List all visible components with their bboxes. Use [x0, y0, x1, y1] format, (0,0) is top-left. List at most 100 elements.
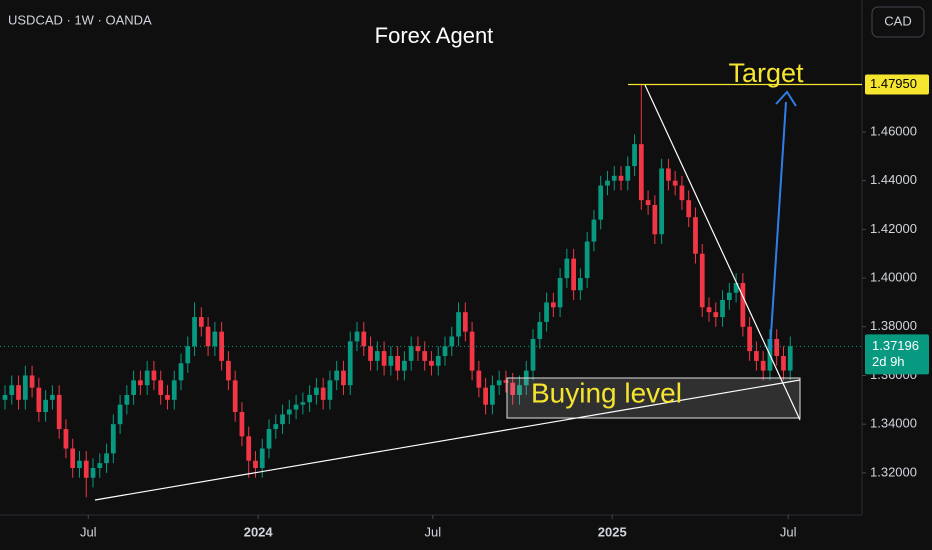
target-text: Target: [728, 58, 804, 88]
candle-body: [598, 185, 604, 220]
candle-body: [747, 326, 752, 352]
candle-body: [625, 166, 631, 181]
candle-body: [510, 382, 516, 395]
buying-zone: [506, 377, 801, 419]
candle-body: [354, 331, 360, 342]
candle-body: [713, 312, 719, 318]
candle-body: [70, 448, 76, 469]
candle-body: [36, 387, 42, 412]
target-arrow: [769, 101, 787, 351]
candle-body: [314, 387, 319, 395]
candle-body: [158, 380, 164, 395]
candle-body: [293, 404, 299, 410]
candle-body: [97, 463, 103, 469]
x-tick-label: Jul: [780, 524, 797, 539]
candle-body: [16, 385, 21, 400]
candle-body: [402, 360, 407, 371]
candle-body: [341, 370, 346, 386]
candle-body: [672, 180, 678, 186]
candle-body: [415, 346, 421, 352]
candle-body: [442, 346, 448, 356]
candle-body: [706, 307, 712, 313]
candle-body: [578, 278, 583, 291]
candle-body: [286, 409, 292, 415]
candle-body: [530, 338, 536, 371]
candle-body: [429, 360, 434, 366]
candle-body: [124, 394, 130, 405]
candle-body: [564, 258, 570, 279]
candle-body: [246, 436, 252, 461]
candle-body: [787, 346, 793, 371]
candle-body: [537, 321, 543, 339]
candle-body: [110, 424, 116, 454]
candle-body: [56, 394, 62, 430]
candle-body: [476, 370, 482, 388]
candle-body: [29, 375, 35, 388]
y-tick-label: 1.40000: [870, 270, 917, 285]
y-tick-label: 1.34000: [870, 416, 917, 431]
y-tick-label: 1.38000: [870, 318, 917, 333]
target-arrowhead: [775, 90, 797, 107]
chart-title: Forex Agent: [375, 23, 494, 48]
candle-body: [483, 387, 488, 405]
candle-body: [90, 468, 96, 478]
candle-body: [726, 292, 732, 300]
last-price-label: 1.37196: [872, 338, 919, 353]
currency-label[interactable]: CAD: [884, 13, 911, 28]
candle-body: [632, 144, 637, 167]
candle-body: [490, 385, 495, 405]
candle-body: [232, 380, 238, 412]
candle-body: [266, 429, 272, 449]
candle-body: [347, 341, 353, 386]
candle-body: [219, 331, 224, 361]
candle-body: [151, 370, 157, 381]
candle-body: [456, 312, 461, 337]
candle-body: [584, 241, 590, 279]
candle-body: [104, 453, 109, 464]
x-tick-label: Jul: [425, 524, 442, 539]
candle-body: [334, 370, 340, 381]
candle-body: [239, 412, 245, 437]
candle-body: [138, 380, 143, 386]
candle-body: [781, 355, 786, 371]
x-tick-label: 2024: [244, 524, 274, 539]
candle-body: [659, 168, 664, 235]
candle-body: [320, 387, 326, 400]
candle-body: [212, 331, 218, 347]
candle-body: [760, 360, 766, 371]
y-tick-label: 1.42000: [870, 221, 917, 236]
candle-body: [388, 355, 394, 366]
candle-body: [720, 299, 725, 318]
candle-body: [83, 460, 89, 478]
candle-body: [43, 399, 48, 412]
candle-body: [693, 217, 698, 254]
candle-body: [571, 258, 576, 291]
candle-body: [611, 175, 617, 181]
last-price-box: [865, 334, 929, 375]
x-tick-label: Jul: [80, 524, 97, 539]
candle-body: [273, 424, 279, 430]
candle-body: [185, 346, 191, 364]
y-tick-label: 1.46000: [870, 123, 917, 138]
candle-body: [435, 355, 441, 366]
candle-body: [361, 331, 367, 347]
candle-body: [754, 351, 759, 361]
candle-body: [544, 302, 549, 322]
candle-body: [469, 331, 475, 371]
candle-body: [9, 385, 15, 395]
candle-body: [144, 370, 150, 386]
candle-body: [171, 380, 177, 400]
candle-body: [774, 338, 780, 356]
candle-body: [645, 200, 651, 206]
candle-body: [131, 380, 136, 395]
currency-button[interactable]: [871, 6, 925, 38]
candle-body: [449, 336, 455, 347]
candle-body: [550, 302, 556, 308]
candle-body: [496, 380, 502, 386]
candle-body: [638, 144, 644, 201]
candle-body: [408, 346, 414, 361]
candle-body: [205, 326, 211, 347]
symbol-label: USDCAD · 1W · OANDA: [8, 12, 152, 27]
